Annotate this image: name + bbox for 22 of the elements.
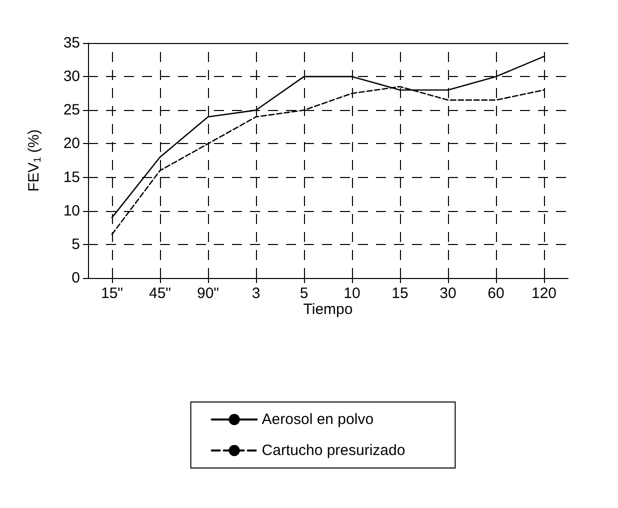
x-tick-label: 3 [252,285,260,302]
x-tick-label: 120 [531,285,557,302]
y-tick-label: 10 [63,202,80,220]
legend-label: Cartucho presurizado [262,442,406,459]
y-tick-label: 5 [72,236,80,253]
y-axis-title: FEV1 (%) [26,129,44,192]
y-tick-label: 15 [63,168,80,186]
x-tick-label: 10 [344,285,360,302]
y-tick-label: 30 [63,68,80,86]
y-tick-label: 25 [63,102,80,119]
x-tick-label: 15" [100,285,124,302]
x-tick-label: 60 [488,285,504,302]
y-tick-label: 0 [72,270,80,286]
x-tick-label: 45" [148,285,172,302]
x-axis-title: Tiempo [303,300,353,318]
x-tick-label: 15 [392,285,408,302]
x-tick-label: 90" [196,285,220,302]
y-tick-label: 35 [63,34,80,52]
y-tick-label: 20 [63,135,80,152]
legend-label: Aerosol en polvo [262,411,374,428]
x-tick-label: 30 [440,285,456,302]
x-tick-label: 5 [300,285,308,302]
